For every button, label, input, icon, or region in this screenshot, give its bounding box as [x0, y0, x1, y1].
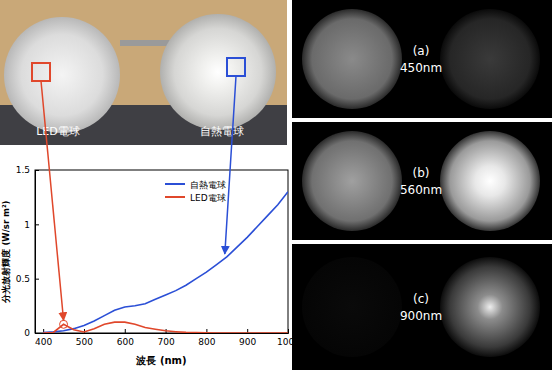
bulb-image — [302, 131, 402, 231]
x-tick: 800 — [198, 329, 215, 347]
x-tick-label: 700 — [157, 337, 174, 347]
y-tick-mark — [35, 170, 39, 171]
x-tick-label: 800 — [198, 337, 215, 347]
legend: 自熱電球 LED電球 — [165, 180, 226, 203]
panel-label: (b) — [413, 166, 430, 180]
legend-swatch — [165, 183, 185, 185]
panel-wavelength: 900nm — [400, 309, 442, 323]
y-axis-line — [36, 171, 40, 334]
series-line — [43, 192, 288, 333]
y-tick-mark — [35, 333, 39, 334]
x-axis-title: 波長 (nm) — [135, 355, 186, 366]
bulb-image — [440, 9, 540, 109]
panel-background — [292, 244, 552, 370]
bulb-image — [440, 257, 540, 357]
panel-label: (a) — [413, 44, 430, 58]
x-tick: 600 — [117, 329, 134, 347]
peak-circle — [60, 320, 68, 328]
legend-label: LED電球 — [190, 193, 226, 203]
bulb-image — [302, 9, 402, 109]
led-bulb — [4, 17, 120, 133]
y-tick: 1 — [24, 220, 39, 230]
panel-wavelength: 560nm — [400, 183, 442, 197]
incandescent-marker — [227, 58, 245, 76]
y-tick-label: 1 — [24, 220, 30, 230]
photo-label: LED電球 — [36, 125, 80, 138]
y-axis: 0 0.5 1 1.5 — [16, 165, 39, 338]
photo-label: 自熱電球 — [200, 125, 244, 138]
panel-background — [292, 122, 552, 240]
x-tick-label: 900 — [239, 337, 256, 347]
x-tick-label: 600 — [117, 337, 134, 347]
camera-panel: (b) 560nm — [292, 122, 552, 240]
series-lines — [43, 192, 288, 333]
arrow — [41, 81, 64, 320]
x-tick-label: 500 — [76, 337, 93, 347]
y-axis-title: 分光放射輝度 (W/sr m²) — [1, 200, 11, 303]
bulb-image — [440, 131, 540, 231]
figure: LED電球自熱電球400500600700800900100000.511.5波… — [0, 0, 552, 370]
camera-panel: (a) 450nm — [292, 0, 552, 118]
x-tick-mark — [125, 329, 126, 333]
plot-frame — [35, 170, 288, 333]
photo: LED電球 自熱電球 — [0, 0, 287, 145]
chart: 400500600700800900100000.511.5波長 (nm)分光放… — [1, 165, 300, 366]
photo-background — [0, 0, 287, 145]
arrow — [225, 76, 236, 254]
y-tick-mark — [35, 279, 39, 280]
camera-panel: (c) 900nm — [292, 244, 552, 370]
series-line — [43, 322, 288, 333]
y-tick: 0 — [24, 328, 39, 338]
incandescent-bulb — [160, 14, 276, 130]
led-marker — [32, 63, 50, 81]
x-tick: 900 — [239, 329, 256, 347]
y-tick: 0.5 — [16, 274, 39, 284]
y-tick-mark — [35, 224, 39, 225]
x-tick-label: 400 — [35, 337, 52, 347]
y-tick-label: 0 — [24, 328, 30, 338]
panel-background — [292, 0, 552, 118]
x-tick-mark — [288, 329, 289, 333]
legend-swatch — [165, 196, 185, 198]
bulb-image — [302, 257, 402, 357]
legend-label: 自熱電球 — [190, 180, 226, 190]
y-tick-label: 0.5 — [16, 274, 30, 284]
panel-label: (c) — [413, 292, 429, 306]
y-tick-label: 1.5 — [16, 165, 30, 175]
panel-wavelength: 450nm — [400, 61, 442, 75]
y-tick: 1.5 — [16, 165, 39, 175]
